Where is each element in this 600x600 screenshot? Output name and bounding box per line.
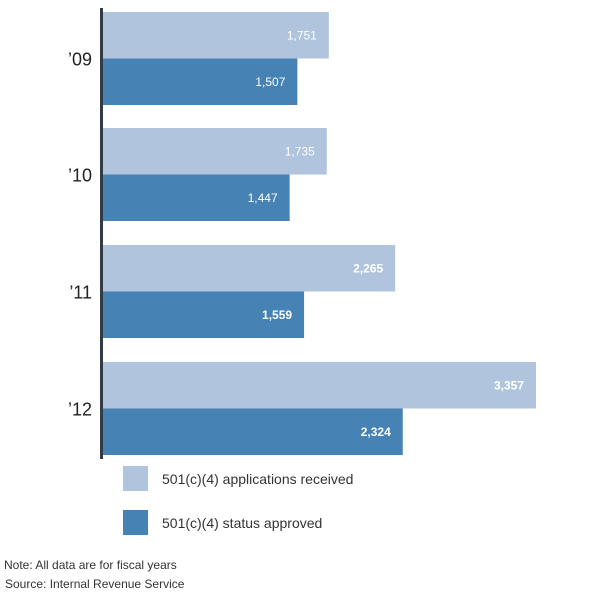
- year-label: ’12: [68, 400, 92, 420]
- data-label: 2,265: [353, 261, 383, 275]
- bar-received: [103, 362, 536, 409]
- bar-approved: [103, 58, 298, 105]
- legend-swatch: [123, 466, 148, 491]
- y-axis-line: [100, 8, 103, 459]
- bar-approved: [103, 174, 290, 221]
- data-label: 3,357: [494, 378, 524, 392]
- legend-label: 501(c)(4) applications received: [162, 471, 353, 487]
- bar-approved: [103, 291, 305, 338]
- data-label: 1,751: [287, 28, 317, 42]
- data-label: 1,735: [285, 144, 315, 158]
- legend-swatch: [123, 510, 148, 535]
- data-label: 1,447: [248, 191, 278, 205]
- data-label: 1,559: [262, 308, 292, 322]
- year-label: ’11: [69, 283, 92, 303]
- bar-approved: [103, 408, 403, 455]
- year-label: ’10: [68, 166, 92, 186]
- year-label: ’09: [68, 50, 92, 70]
- legend-label: 501(c)(4) status approved: [162, 515, 322, 531]
- bar-received: [103, 128, 327, 175]
- bar-received: [103, 12, 329, 59]
- note-text: Note: All data are for fiscal years: [4, 558, 177, 572]
- source-text: Source: Internal Revenue Service: [5, 577, 185, 591]
- data-label: 1,507: [255, 75, 285, 89]
- bar-received: [103, 245, 396, 292]
- data-label: 2,324: [361, 425, 391, 439]
